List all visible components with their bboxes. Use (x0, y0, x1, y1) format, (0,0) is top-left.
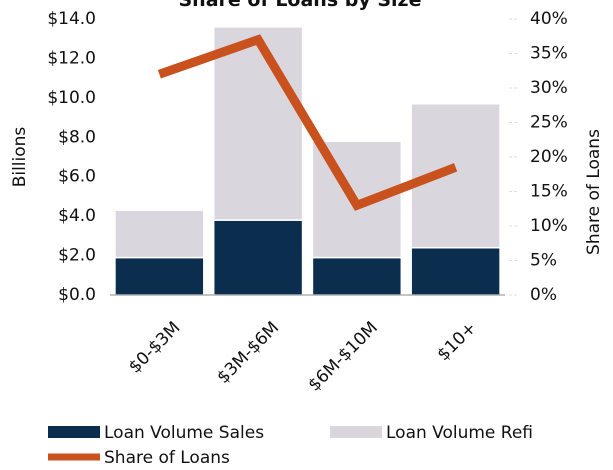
legend-label: Share of Loans (104, 448, 230, 468)
bar (212, 219, 304, 296)
y-tick-label: $12.0 (47, 48, 96, 68)
y-tick-label: $6.0 (58, 167, 96, 187)
bar (212, 26, 304, 221)
y2-tick-label: 0% (530, 285, 557, 305)
chart-title: Share of Loans by Size (178, 0, 421, 11)
x-tick-label: $10+ (434, 318, 481, 365)
legend-swatch (330, 426, 382, 438)
x-tick-label: $6M-$10M (304, 318, 381, 395)
y2-tick-label: 10% (530, 216, 568, 236)
y2-tick-label: 15% (530, 182, 568, 202)
bar (114, 256, 205, 296)
bar (410, 246, 501, 296)
legend-label: Loan Volume Refi (386, 423, 533, 443)
bar (311, 256, 403, 296)
y-tick-label: $10.0 (47, 88, 96, 108)
legend-swatch (48, 426, 100, 438)
y2-tick-label: 30% (530, 78, 568, 98)
y-tick-label: $14.0 (47, 9, 96, 29)
y2-tick-label: 20% (530, 147, 568, 167)
y2-tick-label: 5% (530, 251, 557, 271)
y-tick-label: $2.0 (58, 246, 96, 266)
y-tick-label: $0.0 (58, 285, 96, 305)
y-axis-label: Billions (10, 127, 30, 188)
x-tick-label: $0-$3M (125, 318, 184, 377)
y2-tick-label: 25% (530, 113, 568, 133)
y-tick-label: $8.0 (58, 127, 96, 147)
y-tick-label: $4.0 (58, 206, 96, 226)
y2-tick-label: 35% (530, 44, 568, 64)
y2-tick-label: 40% (530, 9, 568, 29)
legend-label: Loan Volume Sales (104, 423, 264, 443)
bar (114, 209, 205, 259)
line (157, 34, 458, 211)
x-tick-label: $3M-$6M (213, 318, 283, 388)
y2-axis-label: Share of Loans (584, 129, 604, 255)
